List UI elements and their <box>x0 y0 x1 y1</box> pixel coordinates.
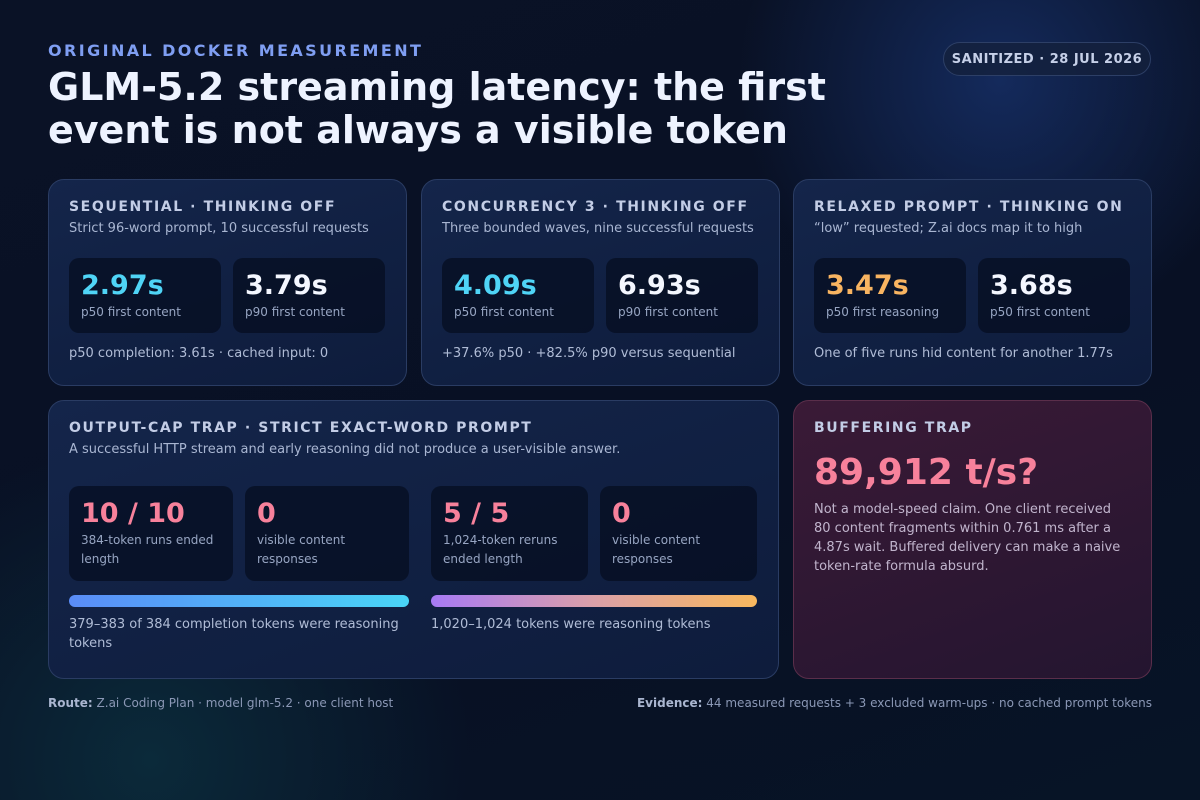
stats: 4.09s p50 first content 6.93s p90 first con… <box>442 258 759 333</box>
footer-label: Route: <box>48 696 93 710</box>
stat-label: p90 first content <box>245 305 345 319</box>
badge: SANITIZED · 28 JUL 2026 <box>943 42 1151 76</box>
stat-box: 4.09s p50 first content <box>442 258 594 333</box>
stat-value: 4.09s <box>454 270 537 301</box>
stat-label: 1,024-token reruns ended length <box>443 533 558 566</box>
stat-box: 0 visible content responses <box>600 486 757 581</box>
stat-value: 0 <box>257 498 276 529</box>
stat-value: 3.79s <box>245 270 328 301</box>
card-note: +37.6% p50 · +82.5% p90 versus sequentia… <box>442 346 736 361</box>
stat-label: 384-token runs ended length <box>81 533 214 566</box>
caption: 379–383 of 384 completion tokens were re… <box>69 617 399 651</box>
stat-card: CONCURRENCY 3 · THINKING OFF Three bounde… <box>421 179 780 386</box>
card-subtitle: “low” requested; Z.ai docs map it to hig… <box>814 221 1083 236</box>
trap-group: 5 / 5 1,024-token reruns ended length 0 vi… <box>431 486 757 653</box>
title-line: GLM-5.2 streaming latency: the first <box>48 65 826 109</box>
stat-box: 5 / 5 1,024-token reruns ended length <box>431 486 588 581</box>
stat-value: 5 / 5 <box>443 498 510 529</box>
card-title: OUTPUT-CAP TRAP · STRICT EXACT-WORD PROM… <box>69 420 533 436</box>
stat-label: p50 first reasoning <box>826 305 940 319</box>
card-title: CONCURRENCY 3 · THINKING OFF <box>442 199 749 215</box>
footer-evidence: Evidence: 44 measured requests + 3 exclu… <box>637 696 1152 710</box>
footer-label: Evidence: <box>636 696 703 710</box>
stats: 3.47s p50 first reasoning 3.68s p50 first c… <box>814 258 1131 333</box>
title-line: event is not always a visible token <box>48 108 788 152</box>
footer-text: Z.ai Coding Plan · model glm-5.2 · one c… <box>96 696 394 710</box>
trap-group: 10 / 10 384-token runs ended length 0 visi… <box>69 486 409 653</box>
card-title: BUFFERING TRAP <box>814 420 973 436</box>
caption: 1,020–1,024 tokens were reasoning tokens <box>431 617 711 632</box>
trap-groups: 10 / 10 384-token runs ended length 0 visi… <box>69 486 758 653</box>
stat-label: p90 first content <box>618 305 718 319</box>
stat-label: visible content responses <box>612 533 701 566</box>
title: GLM-5.2 streaming latency: the first eve… <box>48 66 826 152</box>
stat-label: visible content responses <box>257 533 346 566</box>
eyebrow: ORIGINAL DOCKER MEASUREMENT <box>48 41 424 60</box>
stats: 2.97s p50 first content 3.79s p90 first con… <box>69 258 386 333</box>
stat-value: 0 <box>612 498 631 529</box>
stat-box: 3.47s p50 first reasoning <box>814 258 966 333</box>
stat-value: 6.93s <box>618 270 701 301</box>
stat-label: p50 first content <box>81 305 181 319</box>
card-title: SEQUENTIAL · THINKING OFF <box>69 199 337 215</box>
stat-box: 3.68s p50 first content <box>978 258 1130 333</box>
stat-box: 2.97s p50 first content <box>69 258 221 333</box>
stat-value: 3.47s <box>826 270 909 301</box>
footer-text: 44 measured requests + 3 excluded warm-u… <box>706 696 1152 710</box>
card-title: RELAXED PROMPT · THINKING ON <box>814 199 1124 215</box>
card-note: p50 completion: 3.61s · cached input: 0 <box>69 346 329 361</box>
stat-label: p50 first content <box>990 305 1090 319</box>
stat-box: 6.93s p90 first content <box>606 258 758 333</box>
progress-bar <box>69 595 409 607</box>
card-subtitle: A successful HTTP stream and early reaso… <box>69 442 621 457</box>
card-subtitle: Three bounded waves, nine successful req… <box>442 221 754 236</box>
stat-label: p50 first content <box>454 305 554 319</box>
stat-value: 3.68s <box>990 270 1073 301</box>
buffer-text: Not a model-speed claim. One client rece… <box>814 502 1121 574</box>
stat-value: 10 / 10 <box>81 498 185 529</box>
stat-box: 10 / 10 384-token runs ended length <box>69 486 233 581</box>
stat-card: SEQUENTIAL · THINKING OFF Strict 96-word … <box>48 179 407 386</box>
stat-card: RELAXED PROMPT · THINKING ON “low” reques… <box>793 179 1152 386</box>
footer-route: Route: Z.ai Coding Plan · model glm-5.2 … <box>48 696 393 710</box>
stat-box: 3.79s p90 first content <box>233 258 385 333</box>
card-subtitle: Strict 96-word prompt, 10 successful req… <box>69 221 369 236</box>
trap-card: OUTPUT-CAP TRAP · STRICT EXACT-WORD PROM… <box>48 400 779 679</box>
progress-bar <box>431 595 757 607</box>
stat-box: 0 visible content responses <box>245 486 409 581</box>
card-note: One of five runs hid content for another… <box>814 346 1113 361</box>
buffer-card: BUFFERING TRAP 89,912 t/s? Not a model-s… <box>793 400 1152 679</box>
stat-value: 2.97s <box>81 270 164 301</box>
buffer-value: 89,912 t/s? <box>814 452 1039 493</box>
